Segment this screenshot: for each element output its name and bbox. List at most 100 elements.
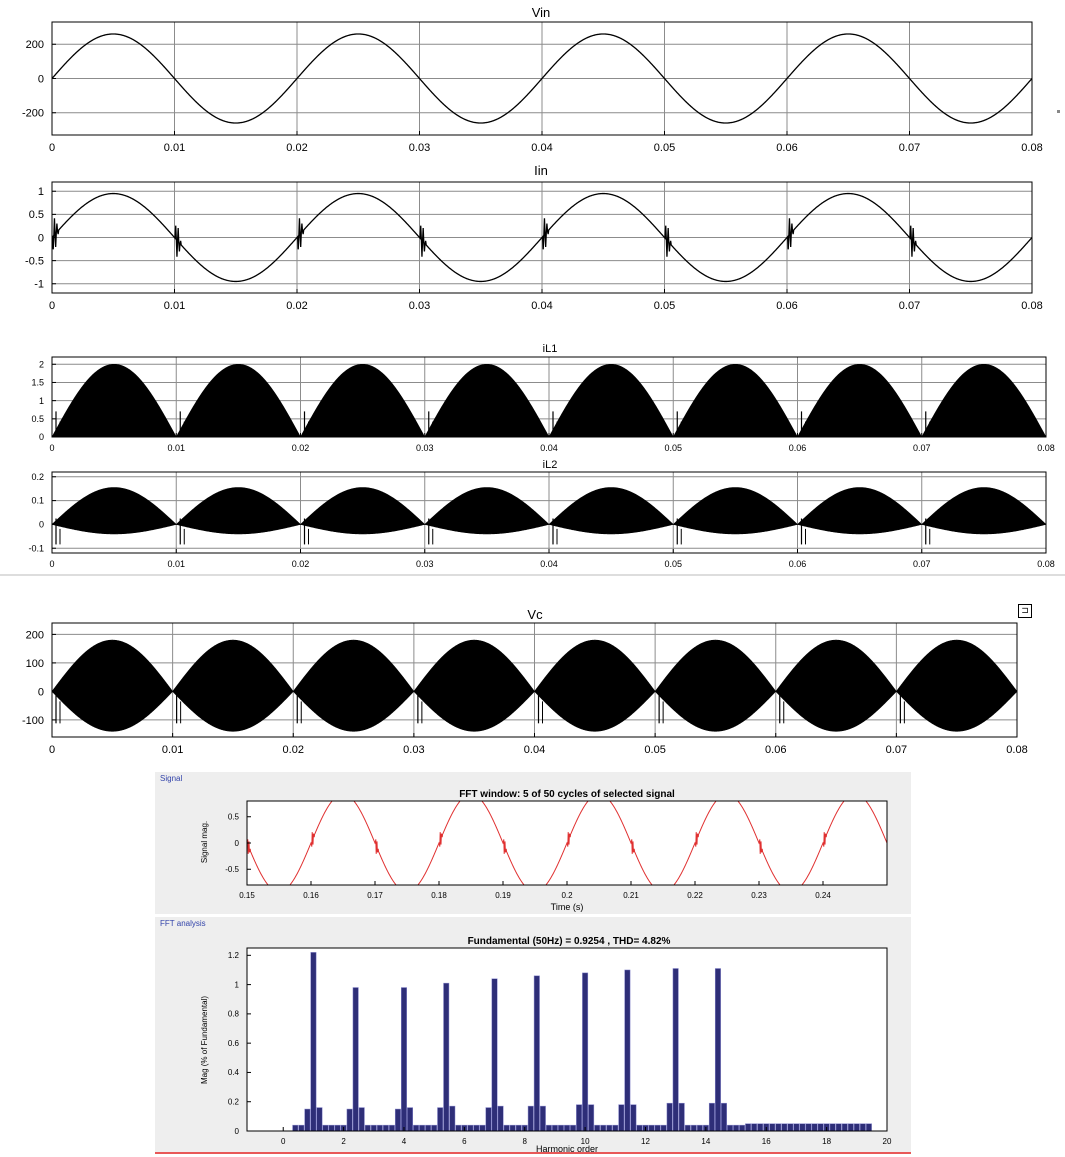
y-tick-label: 0.2 (31, 472, 44, 482)
x-tick-label: 0.21 (623, 891, 639, 900)
fft-analysis-ylabel: Mag (% of Fundamental) (200, 996, 209, 1084)
x-tick-label: 0.08 (1037, 443, 1055, 453)
harmonic-bar (358, 1107, 365, 1132)
harmonic-bar (539, 1105, 546, 1132)
harmonic-bar (775, 1123, 782, 1132)
y-tick-label: 0.8 (228, 1010, 240, 1019)
y-tick-label: 0.5 (29, 209, 44, 221)
x-tick-label: 20 (883, 1137, 892, 1146)
y-tick-label: 0 (38, 73, 44, 85)
x-tick-label: 0.05 (654, 142, 675, 154)
signal-panel-header: Signal (160, 774, 182, 783)
harmonic-bar (564, 1124, 570, 1132)
x-tick-label: 0.01 (162, 744, 183, 756)
x-tick-label: 0.03 (403, 744, 424, 756)
x-tick-label: 0.02 (283, 744, 304, 756)
x-tick-label: 0.03 (409, 142, 430, 154)
il2-title: iL2 (543, 459, 558, 471)
harmonic-bar (739, 1124, 746, 1132)
harmonic-bar (322, 1124, 329, 1132)
y-tick-label: 200 (26, 39, 44, 51)
chart-6: 0 2 4 6 8 10 12 14 16 18 20 1.2 1 0.8 0.6 0.4 0.2 0 (228, 947, 892, 1146)
chart-0: 0 0.01 0.02 0.03 0.04 0.05 0.06 0.07 0.08 200 0 -20… (22, 21, 1043, 154)
harmonic-bar (799, 1123, 806, 1132)
y-tick-label: 2 (39, 359, 44, 369)
y-tick-label: 1 (39, 396, 44, 406)
harmonic-bar (841, 1123, 848, 1132)
harmonic-bar (376, 1124, 383, 1132)
series-line (52, 192, 1032, 283)
x-tick-label: 0 (49, 142, 55, 154)
x-tick-label: 0.18 (431, 891, 447, 900)
x-tick-label: 2 (341, 1137, 346, 1146)
harmonic-bar (558, 1124, 564, 1132)
x-tick-label: 0.05 (664, 559, 682, 569)
harmonic-bar (829, 1123, 836, 1132)
plot-frame (246, 947, 888, 1132)
harmonic-bar (304, 1108, 311, 1132)
harmonic-bar (328, 1124, 335, 1132)
plot-background (247, 948, 887, 1131)
x-tick-label: 18 (822, 1137, 831, 1146)
fft-analysis-title: Fundamental (50Hz) = 0.9254 , THD= 4.82% (468, 936, 671, 947)
x-tick-label: 0.08 (1021, 142, 1042, 154)
x-tick-label: 0 (49, 443, 54, 453)
harmonic-bar (624, 969, 631, 1132)
harmonic-bar (443, 982, 450, 1132)
harmonic-bar (745, 1123, 752, 1132)
plot-area: 0 0.01 0.02 0.03 0.04 0.05 0.06 0.07 0.082000-20… (22, 21, 1055, 1146)
harmonic-bar (847, 1123, 854, 1132)
x-tick-label: 0.02 (286, 300, 307, 312)
x-tick-label: 0.19 (495, 891, 511, 900)
x-tick-label: 6 (462, 1137, 467, 1146)
harmonic-bar (594, 1124, 601, 1132)
x-tick-label: 0 (49, 300, 55, 312)
harmonic-bar (600, 1124, 607, 1132)
harmonic-bar (503, 1124, 510, 1132)
x-tick-label: 0.03 (416, 559, 434, 569)
harmonic-bar (533, 975, 540, 1132)
fft-panel-header: FFT analysis (160, 919, 206, 928)
y-tick-label: 0.6 (228, 1039, 240, 1048)
x-tick-label: 12 (641, 1137, 650, 1146)
y-tick-label: -0.5 (225, 865, 239, 874)
harmonic-bar (793, 1123, 800, 1132)
harmonic-bar (660, 1124, 667, 1132)
y-tick-label: 1 (235, 980, 240, 989)
harmonic-bar (865, 1123, 872, 1132)
harmonic-bar (292, 1124, 299, 1132)
harmonic-bar (515, 1124, 522, 1132)
x-tick-label: 0.01 (167, 559, 185, 569)
harmonic-bar (310, 952, 317, 1132)
harmonic-bar (721, 1102, 727, 1132)
x-tick-label: 0.07 (913, 559, 931, 569)
series-envelope (52, 639, 1017, 732)
iin-title: Iin (534, 163, 548, 178)
x-tick-label: 0.04 (540, 559, 558, 569)
x-tick-label: 16 (762, 1137, 771, 1146)
harmonic-bar (497, 1105, 504, 1132)
x-tick-label: 0.05 (664, 443, 682, 453)
x-tick-label: 0.03 (416, 443, 434, 453)
x-tick-label: 0.05 (644, 744, 665, 756)
harmonic-bar (316, 1107, 323, 1132)
series-line (52, 33, 1032, 124)
harmonic-bar (714, 968, 721, 1132)
harmonic-bar (805, 1123, 812, 1132)
harmonic-bar (648, 1124, 655, 1132)
harmonic-bar (859, 1123, 866, 1132)
square-corner-icon[interactable]: ⊐ (1018, 604, 1032, 618)
harmonic-bar (431, 1124, 438, 1132)
stray-mark (1057, 110, 1060, 113)
harmonic-bar (817, 1123, 824, 1132)
x-tick-label: 0.06 (789, 443, 807, 453)
harmonic-bar (485, 1107, 492, 1132)
harmonic-bar (352, 987, 359, 1132)
x-tick-label: 0.04 (531, 300, 552, 312)
x-tick-label: 0.16 (303, 891, 319, 900)
y-tick-label: 0.1 (31, 496, 44, 506)
x-tick-label: 0.23 (751, 891, 767, 900)
y-tick-label: -0.1 (28, 543, 44, 553)
y-tick-label: 1.5 (31, 378, 44, 388)
chart-1: 0 0.01 0.02 0.03 0.04 0.05 0.06 0.07 0.08 1 0.5 0 -0… (25, 181, 1043, 312)
